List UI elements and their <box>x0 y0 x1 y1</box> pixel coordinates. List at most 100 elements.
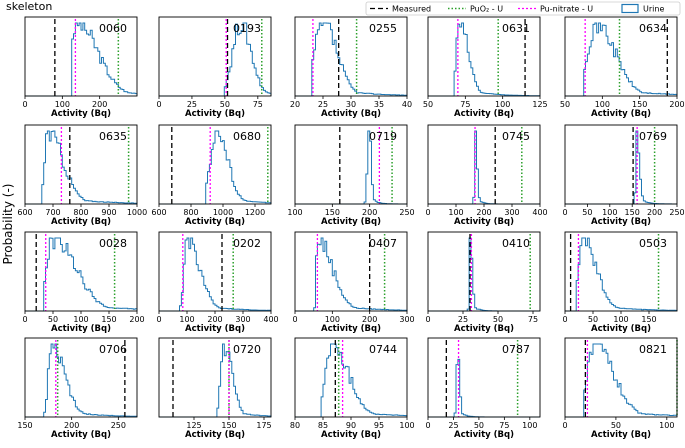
legend-urine-label: Urine <box>643 5 664 14</box>
subplot-0635: 600 700 800 900 1000 Activity (Bq) 0635 <box>17 124 147 227</box>
urine-histogram-0255 <box>295 22 408 97</box>
subplot-title: 0503 <box>639 237 667 250</box>
x-tick-label: 150 <box>101 315 116 324</box>
x-tick-label: 300 <box>399 315 414 324</box>
subplot-title: 0060 <box>99 22 127 35</box>
x-tick-label: 25 <box>458 315 468 324</box>
x-tick-label: 125 <box>186 421 201 430</box>
legend-measured-label: Measured <box>392 5 431 14</box>
subplot-0410: 0 25 50 75 Activity (Bq) 0410 <box>425 231 541 334</box>
x-axis-label: Activity (Bq) <box>185 109 245 119</box>
x-tick-label: 75 <box>460 100 470 109</box>
subplot-0720: 125 150 175 Activity (Bq) 0720 <box>158 337 272 440</box>
subplot-title: 0720 <box>233 343 261 356</box>
x-tick-label: 0 <box>562 315 567 324</box>
x-tick-label: 150 <box>641 315 656 324</box>
x-tick-label: 250 <box>399 208 414 217</box>
axes-frame <box>158 337 272 418</box>
x-tick-label: 0 <box>562 208 567 217</box>
x-tick-label: 0 <box>22 315 27 324</box>
x-tick-label: 200 <box>647 208 662 217</box>
x-tick-label: 100 <box>55 100 70 109</box>
x-tick-label: 0 <box>156 315 161 324</box>
x-tick-label: 100 <box>325 315 340 324</box>
x-tick-label: 125 <box>532 100 547 109</box>
urine-histogram-0503 <box>565 237 678 312</box>
subplot-0631: 50 75 100 125 Activity (Bq) 0631 <box>423 16 548 119</box>
urine-histogram-0706 <box>25 343 138 418</box>
x-tick-label: 600 <box>17 208 32 217</box>
subplot-title: 0745 <box>502 130 530 143</box>
axes-frame <box>158 124 272 205</box>
x-tick-label: 100 <box>287 208 302 217</box>
axes-frame <box>294 231 408 312</box>
x-axis-label: Activity (Bq) <box>454 109 514 119</box>
x-tick-label: 0 <box>425 315 430 324</box>
urine-histogram-0202 <box>159 237 272 312</box>
x-tick-label: 100 <box>659 421 674 430</box>
subplot-title: 0787 <box>502 343 530 356</box>
x-tick-label: 100 <box>495 100 510 109</box>
x-tick-label: 175 <box>256 421 271 430</box>
x-tick-label: 35 <box>374 100 384 109</box>
urine-histogram-0635 <box>25 130 138 205</box>
subplot-title: 0407 <box>369 237 397 250</box>
x-tick-label: 90 <box>346 421 356 430</box>
x-tick-label: 1200 <box>245 208 265 217</box>
x-tick-label: 800 <box>183 208 198 217</box>
x-tick-label: 25 <box>318 100 328 109</box>
x-tick-label: 150 <box>17 421 32 430</box>
x-tick-label: 20 <box>290 100 300 109</box>
x-tick-label: 600 <box>151 208 166 217</box>
x-tick-label: 200 <box>64 421 79 430</box>
x-tick-label: 50 <box>493 315 503 324</box>
x-tick-label: 900 <box>101 208 116 217</box>
x-tick-label: 150 <box>325 208 340 217</box>
subplot-title: 0202 <box>233 237 261 250</box>
subplot-0821: 0 50 100 Activity (Bq) 0821 <box>562 337 678 440</box>
x-axis-label: Activity (Bq) <box>321 430 381 440</box>
subplot-0255: 20 25 30 35 40 Activity (Bq) 0255 <box>290 16 412 119</box>
subplot-0719: 100 150 200 250 Activity (Bq) 0719 <box>287 124 415 227</box>
x-axis-label: Activity (Bq) <box>454 430 514 440</box>
x-tick-label: 75 <box>499 421 509 430</box>
x-tick-label: 200 <box>129 315 144 324</box>
axes-frame <box>427 16 541 97</box>
x-tick-label: 100 <box>613 315 628 324</box>
legend-nitrate-label: Pu-nitrate - U <box>540 5 593 14</box>
x-tick-label: 40 <box>402 100 412 109</box>
subplot-title: 0193 <box>233 22 261 35</box>
x-tick-label: 150 <box>221 421 236 430</box>
x-tick-label: 100 <box>448 208 463 217</box>
subplot-title: 0634 <box>639 22 667 35</box>
x-axis-label: Activity (Bq) <box>591 324 651 334</box>
subplot-title: 0719 <box>369 130 397 143</box>
x-tick-label: 1000 <box>213 208 233 217</box>
x-tick-label: 25 <box>187 100 197 109</box>
subplot-title: 0410 <box>502 237 530 250</box>
x-tick-label: 25 <box>448 421 458 430</box>
x-tick-label: 200 <box>207 315 222 324</box>
x-tick-label: 150 <box>625 208 640 217</box>
x-tick-label: 800 <box>73 208 88 217</box>
x-axis-label: Activity (Bq) <box>51 430 111 440</box>
axes-frame <box>427 337 541 418</box>
x-axis-label: Activity (Bq) <box>591 217 651 227</box>
x-tick-label: 250 <box>669 208 684 217</box>
x-tick-label: 300 <box>504 208 519 217</box>
x-tick-label: 200 <box>362 315 377 324</box>
x-axis-label: Activity (Bq) <box>321 109 381 119</box>
subplot-title: 0821 <box>639 343 667 356</box>
x-axis-label: Activity (Bq) <box>321 217 381 227</box>
x-tick-label: 400 <box>263 315 278 324</box>
x-tick-label: 100 <box>399 421 414 430</box>
x-tick-label: 75 <box>253 100 263 109</box>
x-tick-label: 200 <box>476 208 491 217</box>
urine-histogram-0028 <box>25 237 138 312</box>
x-tick-label: 50 <box>582 208 592 217</box>
